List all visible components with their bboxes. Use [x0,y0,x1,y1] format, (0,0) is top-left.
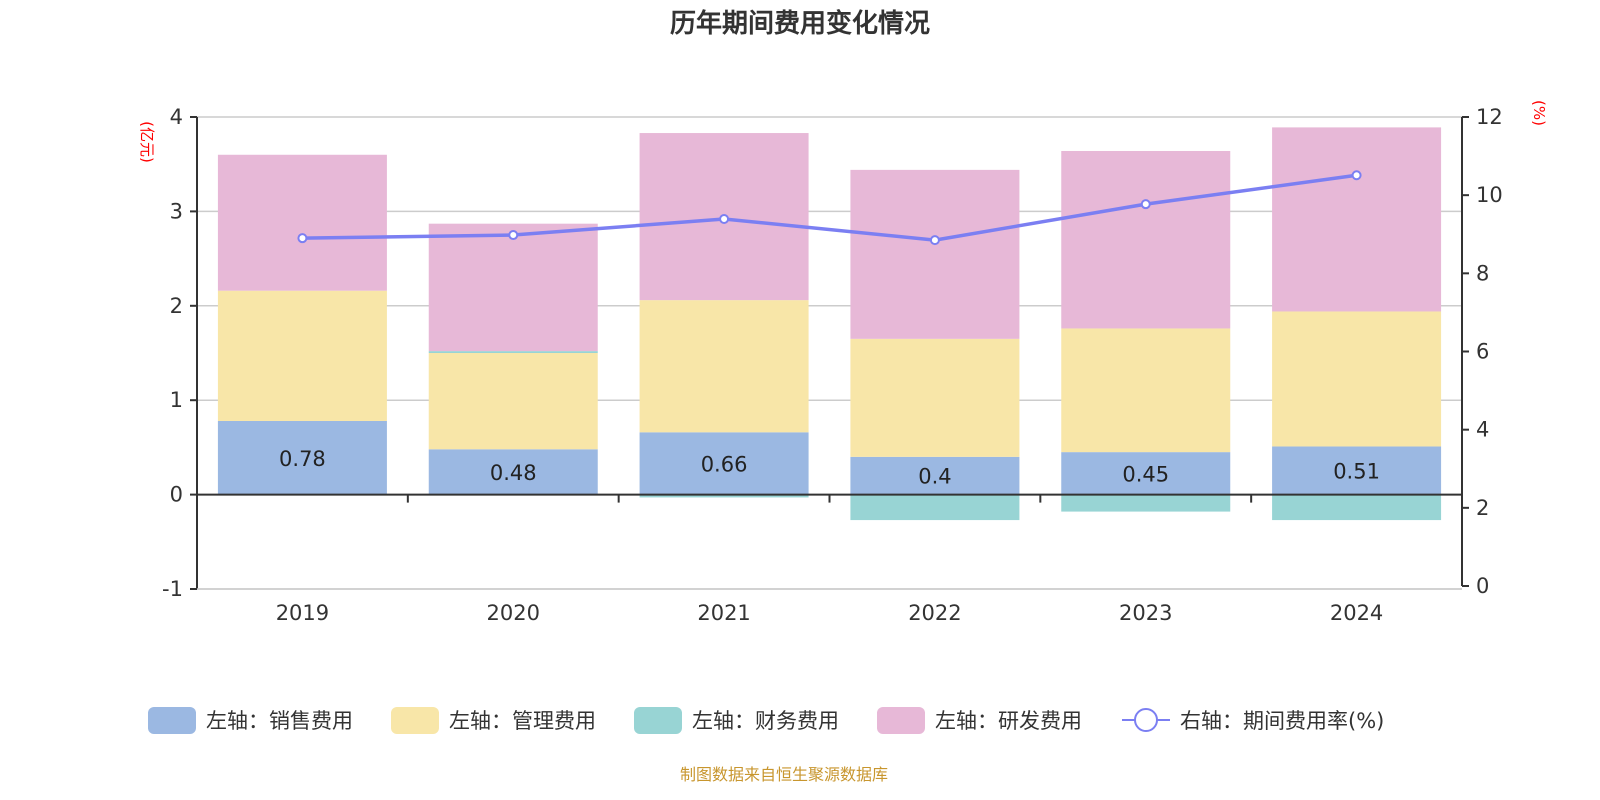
legend-label: 左轴：研发费用 [935,709,1082,733]
rate-point [508,230,519,241]
x-axis-label: 2022 [908,601,961,625]
right-axis-tick-label: 10 [1476,183,1503,207]
legend-swatch [877,707,925,734]
left-axis-tick-label: 2 [170,294,183,318]
bar-segment [1061,328,1231,453]
right-axis-tick-label: 2 [1476,496,1489,520]
x-axis-label: 2020 [487,601,540,625]
bar-segment [428,351,598,353]
bar-segment [1272,127,1442,312]
bar-segment [850,338,1020,457]
rate-point [1351,170,1362,181]
data-labels: 0.78 0.48 0.66 0.4 0.45 0.51 [279,447,1380,489]
x-axis-label: 2023 [1119,601,1172,625]
right-axis-tick-label: 0 [1476,574,1489,598]
data-label-sales: 0.66 [701,452,748,476]
data-label-sales: 0.45 [1122,462,1169,486]
bar-segment [850,169,1020,339]
rate-point [929,235,940,246]
bar-segment [1272,446,1442,495]
legend-label: 左轴：管理费用 [449,709,596,733]
bar-segment [850,456,1020,495]
bar-segment [639,300,809,433]
rate-point [1140,199,1151,210]
bar-segment [1061,452,1231,495]
bar-segment [850,494,1020,521]
bar-segment [217,290,387,421]
legend-label: 左轴：财务费用 [692,709,839,733]
right-axis-tick-label: 6 [1476,340,1489,364]
rate-point [719,214,730,225]
bar-segment [217,420,387,495]
bar-segment [639,494,809,498]
data-label-sales: 0.4 [918,465,951,489]
right-axis-tick-label: 4 [1476,418,1489,442]
legend-label: 右轴：期间费用率(%) [1180,709,1384,733]
data-label-sales: 0.51 [1333,460,1380,484]
chart-title: 历年期间费用变化情况 [670,8,930,39]
bar-segment [428,449,598,495]
legend-swatch [391,707,439,734]
x-axis-label: 2021 [697,601,750,625]
source-note: 制图数据来自恒生聚源数据库 [680,765,888,784]
left-axis-tick-label: 0 [170,483,183,507]
bar-segment [1061,150,1231,329]
bar-segment [639,432,809,495]
right-axis-tick-label: 8 [1476,261,1489,285]
legend-marker-icon [1134,708,1158,732]
bar-segment [1272,494,1442,521]
legend-swatch [634,707,682,734]
left-axis-tick-label: 3 [170,199,183,223]
left-axis-unit: (亿元) [138,121,156,163]
rate-line-path [302,173,1357,242]
bar-segment [428,353,598,450]
data-label-sales: 0.48 [490,461,537,485]
bar-segment [217,154,387,291]
rate-line [297,170,1362,246]
x-axis-label: 2024 [1330,601,1383,625]
left-axis-tick-label: 1 [170,388,183,412]
rate-point [297,233,308,244]
right-axis-tick-label: 12 [1476,105,1503,129]
bar-segment [1061,494,1231,512]
data-label-sales: 0.78 [279,447,326,471]
legend-swatch [148,707,196,734]
legend: 左轴：销售费用 左轴：管理费用 左轴：财务费用 左轴：研发费用 右轴：期间费用率(%) [148,707,1384,734]
bar-segment [1272,311,1442,447]
left-axis-tick-label: 4 [170,105,183,129]
bars [217,127,1442,521]
x-axis-label: 2019 [276,601,329,625]
bar-segment [428,223,598,352]
left-axis-tick-label: -1 [162,577,183,601]
right-axis-unit: (%) [1530,100,1548,126]
legend-label: 左轴：销售费用 [206,709,353,733]
